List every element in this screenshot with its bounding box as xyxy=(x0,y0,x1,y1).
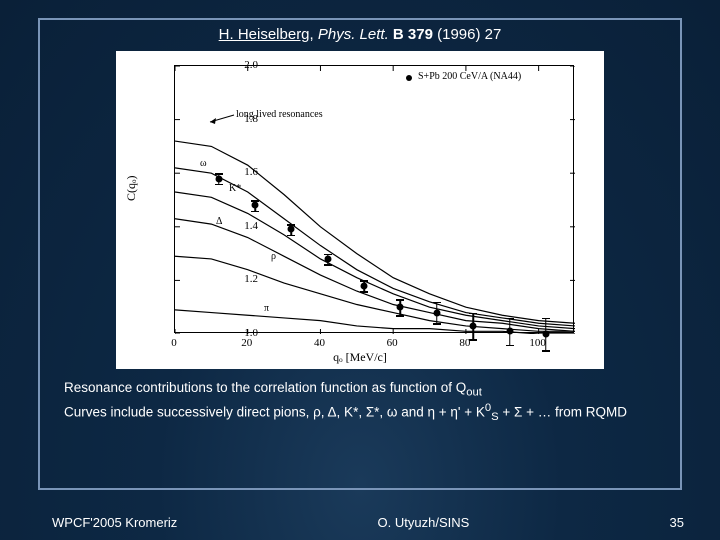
label-omega: ω xyxy=(200,158,207,169)
caption-l2b: + Σ + … from RQMD xyxy=(499,404,627,419)
plot-box xyxy=(174,65,574,333)
error-cap xyxy=(396,299,404,301)
curve-layer xyxy=(175,66,575,334)
ytick-label: 2.0 xyxy=(244,59,258,71)
error-cap xyxy=(542,318,550,320)
content-frame: H. Heiselberg, Phys. Lett. B 379 (1996) … xyxy=(38,18,682,490)
error-cap xyxy=(324,264,332,266)
error-cap xyxy=(360,291,368,293)
slide-number: 35 xyxy=(670,515,684,530)
label-delta: Δ xyxy=(216,216,222,227)
error-cap xyxy=(542,350,550,352)
legend-marker-icon xyxy=(406,75,412,81)
data-point xyxy=(215,175,222,182)
data-point xyxy=(470,322,477,329)
footer-left: WPCF'2005 Kromeriz xyxy=(52,515,177,530)
citation: H. Heiselberg, Phys. Lett. B 379 (1996) … xyxy=(40,26,680,43)
error-cap xyxy=(251,211,259,213)
legend-text: S+Pb 200 CeV/A (NA44) xyxy=(418,71,521,82)
xtick-label: 100 xyxy=(529,337,546,349)
footer-center: O. Utyuzh/SINS xyxy=(378,515,470,530)
ytick-label: 1.2 xyxy=(244,273,258,285)
label-rho: ρ xyxy=(271,251,276,262)
ytick-label: 1.8 xyxy=(244,113,258,125)
error-cap xyxy=(215,184,223,186)
xtick-label: 40 xyxy=(314,337,325,349)
data-point xyxy=(361,282,368,289)
caption-l2a: Curves include successively direct pions… xyxy=(64,404,485,419)
citation-journal: Phys. Lett. xyxy=(318,26,389,43)
error-cap xyxy=(433,302,441,304)
xtick-label: 0 xyxy=(171,337,177,349)
ytick-label: 1.6 xyxy=(244,166,258,178)
caption-sub1: out xyxy=(466,387,482,399)
x-axis-label: qₒ [MeV/c] xyxy=(333,350,387,365)
chart-panel: C(qₒ) qₒ [MeV/c] S+Pb 200 CeV/A (NA44) l… xyxy=(116,51,604,369)
error-cap xyxy=(396,315,404,317)
label-kstar: K* xyxy=(229,183,241,194)
xtick-label: 80 xyxy=(459,337,470,349)
error-cap xyxy=(506,345,514,347)
data-point xyxy=(288,226,295,233)
ytick-label: 1.4 xyxy=(244,220,258,232)
error-cap xyxy=(506,318,514,320)
error-cap xyxy=(287,235,295,237)
data-point xyxy=(324,255,331,262)
footer: WPCF'2005 Kromeriz O. Utyuzh/SINS 35 xyxy=(0,515,720,530)
citation-author: H. Heiselberg xyxy=(219,26,310,43)
citation-year: (1996) 27 xyxy=(437,26,501,43)
data-point xyxy=(397,304,404,311)
data-point xyxy=(433,309,440,316)
data-point xyxy=(506,328,513,335)
y-axis-label: C(qₒ) xyxy=(124,176,139,201)
citation-volume: B 379 xyxy=(393,26,433,43)
xtick-label: 60 xyxy=(387,337,398,349)
data-point xyxy=(252,202,259,209)
label-pi: π xyxy=(264,303,269,314)
error-cap xyxy=(433,323,441,325)
caption-sub2: S xyxy=(491,411,499,423)
caption-l1: Resonance contributions to the correlati… xyxy=(64,380,466,395)
arrow-icon xyxy=(206,111,236,125)
caption: Resonance contributions to the correlati… xyxy=(40,369,680,425)
error-cap xyxy=(469,313,477,315)
xtick-label: 20 xyxy=(241,337,252,349)
